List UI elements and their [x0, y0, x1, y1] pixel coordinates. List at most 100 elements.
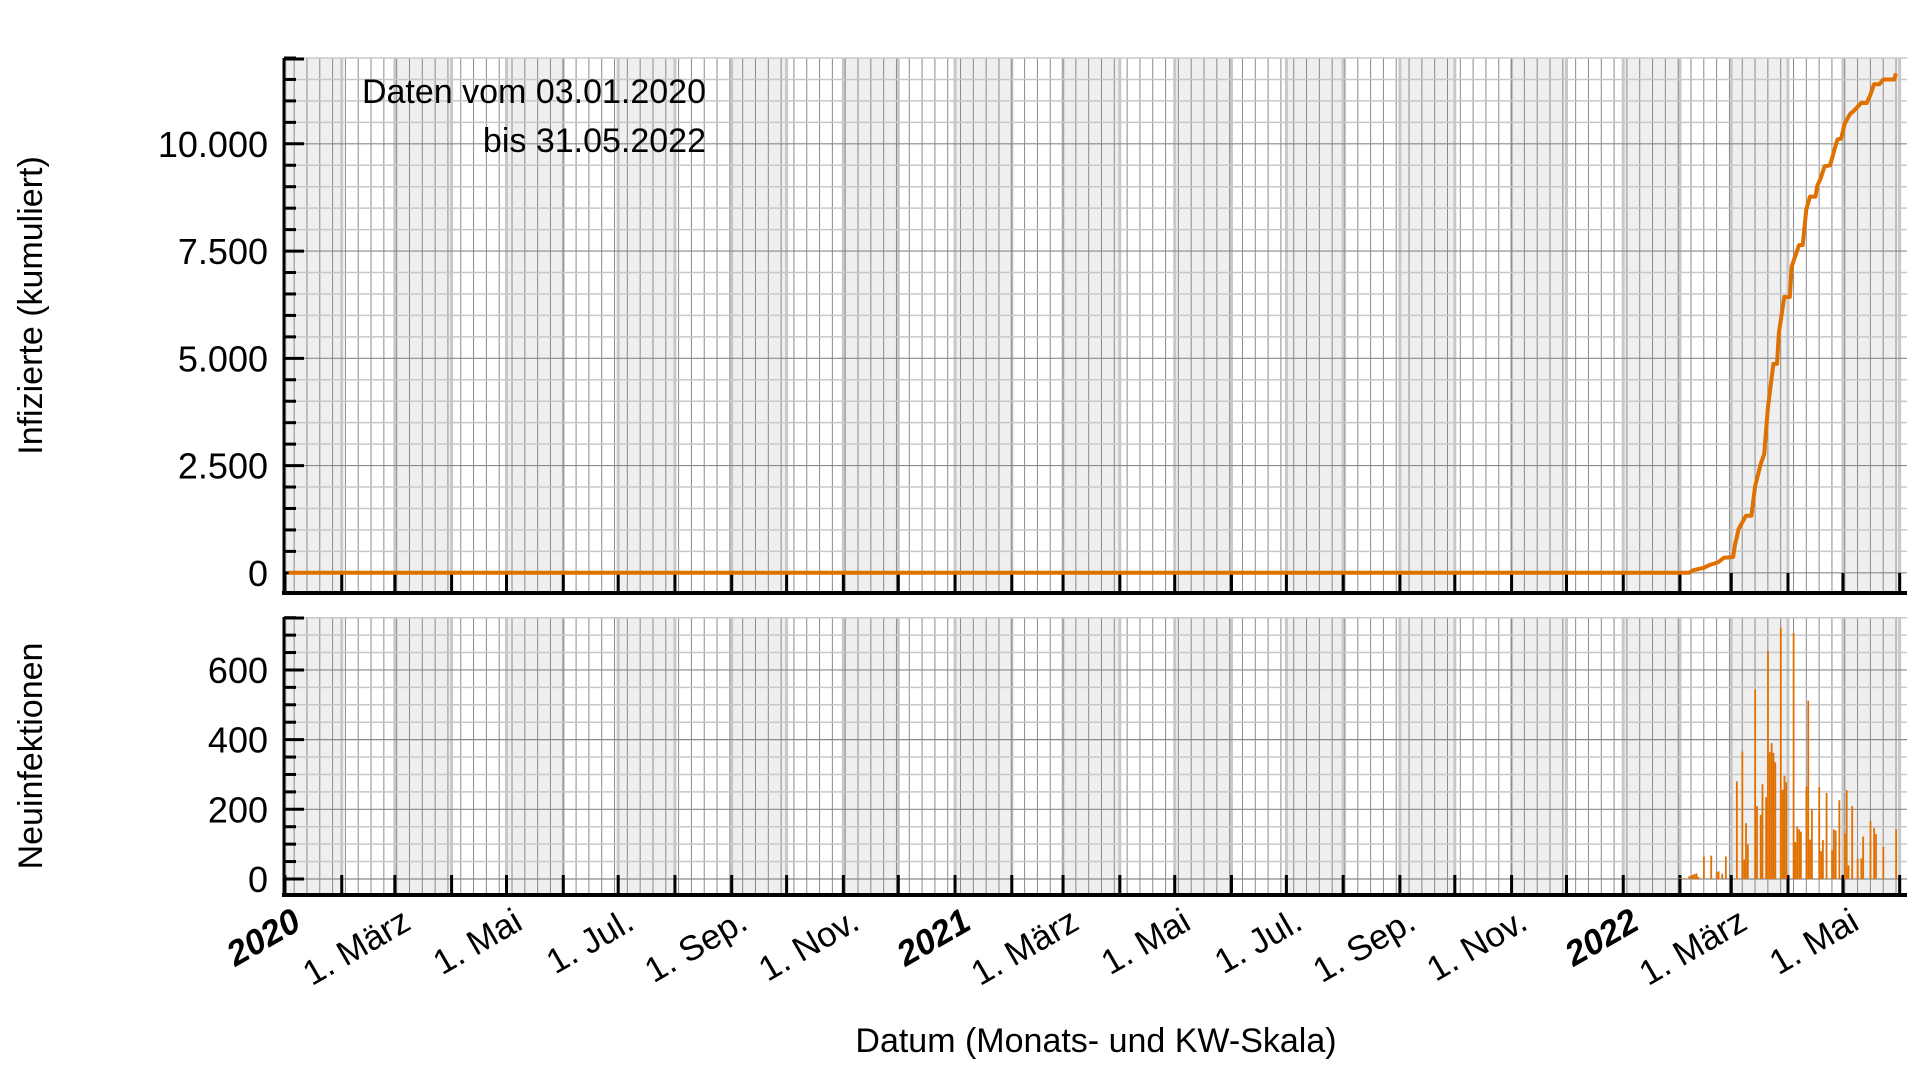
- new-infections-bar: [1838, 800, 1841, 879]
- x-tick-label: 1. Mai: [1095, 901, 1197, 982]
- month-shade: [1511, 617, 1567, 895]
- new-infections-bar: [1882, 846, 1885, 879]
- new-infections-bar: [1856, 858, 1859, 879]
- x-tick-label: 1. Nov.: [1420, 901, 1533, 989]
- new-infections-bar: [1756, 806, 1758, 879]
- cumulative-line: [288, 72, 1898, 575]
- date-range-annotation: Daten vom 03.01.2020: [362, 73, 706, 111]
- new-infections-bar: [1843, 833, 1846, 879]
- new-infections-bar: [1765, 797, 1768, 879]
- new-infections-bar: [1761, 784, 1764, 879]
- new-infections-bar: [1693, 874, 1696, 879]
- plot-panel-0: 0 2.500 5.000 7.500 10.000 Infizierte (kumuli…: [12, 56, 1907, 595]
- new-infections-bar: [1743, 859, 1746, 879]
- new-infections-bar: [1794, 842, 1797, 879]
- new-infections-bar: [1862, 836, 1865, 879]
- month-shade: [618, 617, 675, 895]
- new-infections-bar: [1702, 856, 1705, 879]
- y-tick-label: 400: [208, 720, 268, 761]
- new-infections-bar: [1845, 790, 1848, 879]
- new-infections-bar: [1820, 851, 1822, 879]
- new-infections-bar: [1745, 823, 1747, 879]
- new-infections-bar: [1690, 875, 1692, 879]
- new-infections-bar: [1798, 829, 1800, 879]
- x-tick-label: 2022: [1557, 901, 1645, 974]
- month-shade: [1623, 58, 1680, 593]
- new-infections-bar: [1679, 877, 1681, 879]
- plot-panel-1: 0 200 400 600 Neuinfektionen: [12, 616, 1907, 900]
- month-shade: [1731, 617, 1789, 895]
- new-infections-bar: [1807, 700, 1810, 879]
- new-infections-bar: [1746, 844, 1749, 879]
- new-infections-bar: [1715, 872, 1718, 879]
- new-infections-bar: [1847, 865, 1850, 879]
- y-axis-title: Neuinfektionen: [12, 643, 50, 870]
- x-tick-label: 1. Jul.: [1208, 901, 1308, 981]
- new-infections-bar: [1805, 786, 1808, 879]
- month-shade: [1511, 58, 1567, 593]
- new-infections-bar: [1682, 878, 1685, 879]
- month-shade: [1174, 617, 1232, 895]
- x-axis-title: Datum (Monats- und KW-Skala): [855, 1022, 1336, 1060]
- month-shade: [1623, 617, 1680, 895]
- new-infections-bar: [1721, 873, 1724, 879]
- new-infections-bar: [1895, 829, 1898, 879]
- new-infections-bar: [1767, 650, 1769, 879]
- month-shade: [1174, 58, 1232, 593]
- y-tick-label: 0: [248, 553, 268, 594]
- new-infections-bar: [1783, 775, 1786, 879]
- month-shade: [955, 617, 1012, 895]
- y-tick-label: 200: [208, 789, 268, 830]
- new-infections-bar: [1869, 821, 1872, 879]
- new-infections-bar: [1860, 858, 1863, 879]
- new-infections-bar: [1688, 876, 1691, 879]
- new-infections-bar: [1800, 831, 1802, 879]
- new-infections-bar: [1774, 762, 1777, 879]
- new-infections-bar: [1818, 787, 1821, 879]
- new-infections-bar: [1759, 814, 1762, 879]
- month-shade: [1399, 617, 1455, 895]
- new-infections-bar: [1770, 743, 1773, 879]
- x-tick-label: 1. Sep.: [638, 901, 754, 990]
- month-shade: [506, 617, 564, 895]
- x-tick-label: 1. Mai: [426, 901, 528, 982]
- new-infections-bar: [1754, 689, 1757, 879]
- new-infections-bar: [1724, 856, 1727, 879]
- x-tick-label: 1. März: [964, 901, 1085, 993]
- new-infections-bar: [1821, 839, 1824, 879]
- new-infections-bar: [1809, 839, 1811, 879]
- new-infections-bar: [1781, 789, 1784, 879]
- month-shade: [1063, 617, 1120, 895]
- y-tick-label: 2.500: [178, 446, 268, 487]
- new-infections-bar: [1811, 808, 1813, 879]
- x-tick-label: 1. März: [296, 901, 417, 993]
- new-infections-bar: [1695, 873, 1698, 879]
- y-tick-label: 7.500: [178, 231, 268, 272]
- y-axis-title: Infizierte (kumuliert): [12, 156, 50, 455]
- y-tick-label: 5.000: [178, 338, 268, 379]
- new-infections-bar: [1710, 855, 1713, 879]
- month-shade: [731, 58, 787, 593]
- month-shade: [1286, 58, 1344, 593]
- new-infections-bar: [1875, 834, 1877, 879]
- new-infections-bar: [1851, 806, 1854, 879]
- month-shade: [1842, 58, 1900, 593]
- new-infections-bar: [1768, 751, 1771, 879]
- new-infections-bar: [1831, 850, 1833, 879]
- x-tick-label: 1. Nov.: [752, 901, 865, 989]
- new-infections-bar: [1792, 633, 1795, 879]
- month-shade: [955, 58, 1012, 593]
- y-tick-label: 10.000: [158, 124, 268, 165]
- date-range-annotation: bis 31.05.2022: [483, 122, 706, 160]
- new-infections-bar: [1873, 828, 1876, 879]
- x-tick-label: 1. Sep.: [1306, 901, 1422, 990]
- x-tick-label: 2020: [219, 901, 307, 974]
- x-tick-label: 2021: [889, 901, 977, 974]
- month-shade: [1063, 58, 1120, 593]
- new-infections-bar: [1741, 751, 1744, 879]
- new-infections-bar: [1717, 871, 1720, 879]
- new-infections-bar: [1772, 752, 1775, 879]
- month-shade: [506, 58, 564, 593]
- x-tick-label: 1. März: [1633, 901, 1754, 993]
